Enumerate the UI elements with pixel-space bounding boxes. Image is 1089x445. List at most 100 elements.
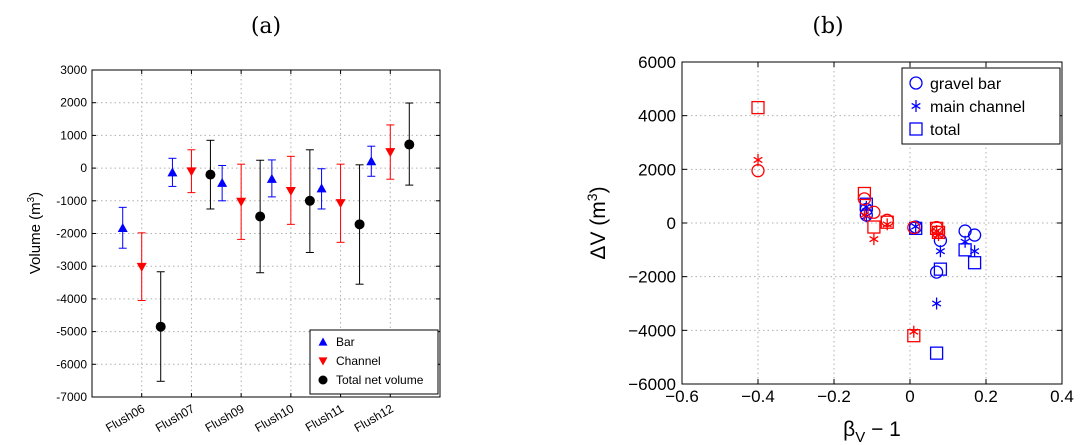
data-point — [909, 325, 919, 338]
data-point — [929, 221, 944, 236]
panel-a-marks — [117, 102, 415, 382]
y-tick-label: 4000 — [638, 107, 676, 126]
data-point — [933, 229, 944, 242]
data-point — [236, 197, 247, 207]
data-point — [867, 205, 881, 219]
data-point — [857, 186, 872, 201]
panel-a-y-axis-title: Volume (m3) — [26, 192, 44, 274]
panel-a-legend: Bar Channel Total net volume — [309, 329, 439, 395]
category-label: Flush07 — [153, 401, 197, 435]
y-tick-label: 6000 — [638, 53, 676, 72]
x-tick-label: −0.6 — [665, 387, 699, 406]
data-point — [186, 167, 197, 177]
y-tick-label: −4000 — [628, 321, 676, 340]
legend-marker — [318, 375, 328, 385]
data-point — [316, 183, 327, 193]
legend-label: main channel — [930, 99, 1025, 116]
y-tick-label: -1000 — [56, 194, 87, 208]
panel-b-y-axis-title: ΔV (m3) — [584, 186, 610, 259]
x-tick-label: 0.4 — [1050, 387, 1074, 406]
data-point — [935, 245, 946, 258]
y-tick-label: -5000 — [56, 325, 87, 339]
data-point — [117, 222, 128, 232]
y-tick-label: 3000 — [60, 63, 87, 77]
data-point — [751, 100, 765, 115]
category-label: Flush06 — [103, 401, 147, 435]
data-point — [285, 186, 296, 196]
data-point — [931, 297, 942, 310]
panel-b-marks — [751, 100, 982, 360]
data-point — [869, 233, 879, 246]
data-point — [967, 228, 982, 242]
legend-label: Channel — [336, 354, 381, 368]
data-point — [880, 215, 894, 229]
panel-b-y-ticks: −6000 −4000 −2000 0 2000 4000 6000 — [628, 53, 1062, 394]
x-tick-label: 0 — [905, 387, 914, 406]
y-tick-label: 2000 — [638, 160, 676, 179]
data-point — [136, 262, 147, 272]
panel-b-x-axis-title: βV − 1 — [843, 418, 901, 445]
y-tick-label: 1000 — [60, 128, 87, 142]
panel-b-legend: gravel bar main channel total — [901, 67, 1061, 145]
legend-marker — [318, 337, 328, 346]
data-point — [404, 139, 415, 150]
data-point — [753, 153, 763, 166]
y-tick-label: −2000 — [628, 268, 676, 287]
y-tick-label: -3000 — [56, 259, 87, 273]
data-point — [931, 225, 942, 238]
data-point — [304, 195, 315, 206]
y-tick-label: -7000 — [56, 390, 87, 404]
category-label: Flush09 — [203, 401, 247, 435]
y-tick-label: −6000 — [628, 375, 676, 394]
legend-label: total — [930, 122, 960, 139]
data-point — [255, 211, 266, 222]
legend-label: Total net volume — [336, 373, 424, 387]
data-point — [958, 243, 972, 257]
data-point — [960, 235, 970, 248]
y-tick-label: 2000 — [60, 96, 87, 110]
panel-b-grid — [682, 62, 1062, 384]
data-point — [907, 220, 921, 235]
data-point — [335, 199, 346, 209]
data-point — [929, 265, 944, 279]
y-tick-label: 0 — [667, 214, 676, 233]
data-point — [929, 346, 944, 360]
y-tick-label: 0 — [80, 161, 87, 175]
data-point — [266, 173, 277, 183]
legend-marker — [909, 122, 923, 136]
x-tick-label: −0.4 — [741, 387, 775, 406]
panel-a-y-ticks: -7000 -6000 -5000 -4000 -3000 -2000 -1000 0 1000… — [56, 63, 440, 404]
legend-label: Bar — [336, 335, 355, 349]
panel-b-x-ticks: −0.6 −0.4 −0.2 0 0.2 0.4 — [665, 62, 1074, 406]
legend-marker — [909, 76, 923, 90]
y-tick-label: -4000 — [56, 292, 87, 306]
panel-b-label: (b) — [812, 14, 843, 39]
data-point — [366, 156, 377, 166]
panel-a-volume-chart: (a) -7000 -6000 -5000 -4000 -3000 -2000 -1000 0… — [26, 14, 441, 435]
data-point — [933, 262, 948, 276]
category-label: Flush11 — [303, 401, 346, 434]
category-label: Flush10 — [252, 401, 296, 435]
data-point — [354, 219, 365, 230]
data-point — [907, 329, 921, 343]
x-tick-label: 0.2 — [974, 387, 998, 406]
y-tick-label: -2000 — [56, 227, 87, 241]
data-point — [931, 225, 946, 240]
data-point — [859, 208, 870, 221]
panel-a-label: (a) — [251, 14, 281, 39]
data-point — [205, 169, 216, 180]
data-point — [859, 197, 873, 211]
data-point — [958, 224, 972, 238]
category-label: Flush12 — [352, 401, 396, 435]
y-tick-label: -6000 — [56, 357, 87, 371]
panel-b-scatter-chart: (b) −6000 −4000 −2000 0 2000 4000 6000 −0.6 −0.… — [584, 14, 1074, 445]
data-point — [867, 220, 881, 234]
data-point — [385, 148, 396, 158]
data-point — [967, 256, 982, 270]
data-point — [155, 321, 166, 332]
data-point — [167, 167, 178, 177]
data-point — [217, 177, 228, 187]
legend-marker — [318, 357, 328, 366]
legend-marker — [911, 100, 921, 112]
